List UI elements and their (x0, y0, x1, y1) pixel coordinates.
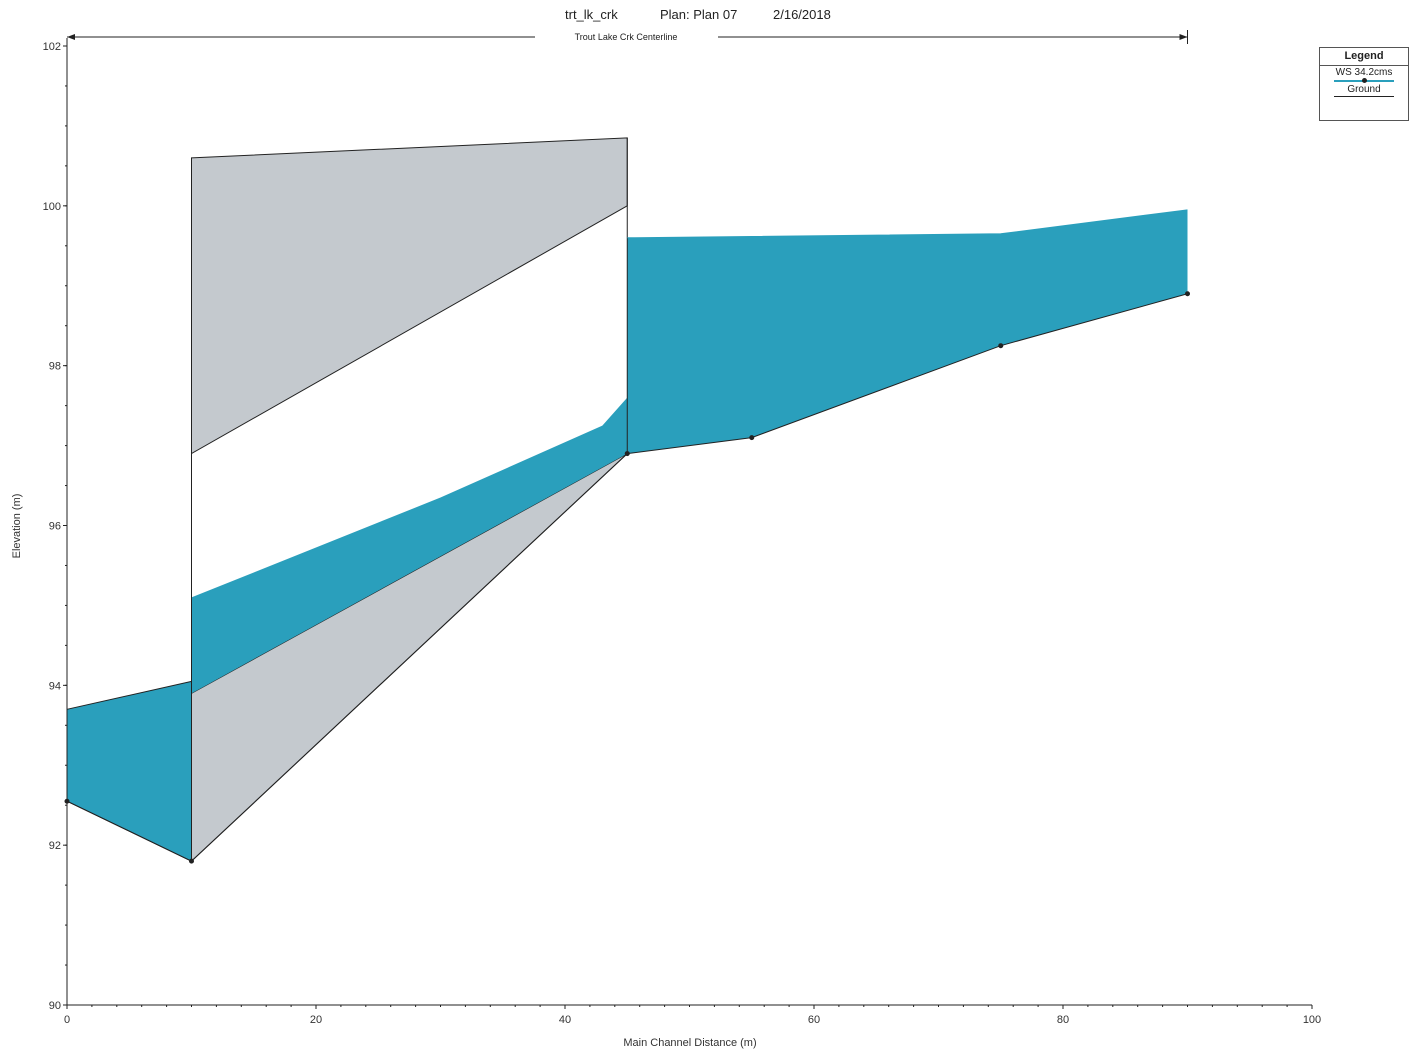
x-tick-label: 0 (64, 1014, 70, 1026)
y-tick-label: 100 (43, 201, 61, 213)
legend: Legend WS 34.2cms Ground (1319, 47, 1409, 121)
ground-point (189, 858, 194, 864)
plot-area (64, 137, 1190, 864)
axes: 90 92 94 96 98 100 102 0 20 40 60 80 100 (43, 38, 1321, 1026)
legend-ws-label: WS 34.2cms (1335, 67, 1393, 78)
y-axis-title: Elevation (m) (11, 494, 23, 559)
y-tick-label: 94 (49, 680, 61, 692)
ground-line (66, 293, 1188, 862)
y-tick-label: 96 (49, 521, 61, 533)
ground-point (998, 343, 1004, 349)
ground-point (1185, 291, 1190, 297)
x-tick-label: 100 (1303, 1014, 1321, 1026)
legend-ground-label: Ground (1347, 84, 1381, 95)
y-tick-label: 92 (49, 840, 61, 852)
ground-point (624, 451, 630, 457)
culvert-upper-structure (191, 137, 628, 455)
ground-point (749, 435, 755, 441)
header-plan: Plan: Plan 07 (660, 7, 737, 22)
x-axis-title: Main Channel Distance (m) (623, 1037, 756, 1049)
y-tick-label: 98 (49, 361, 61, 373)
legend-ws-swatch (1334, 78, 1394, 83)
legend-title: Legend (1320, 48, 1408, 66)
reach-arrow-left-head (67, 34, 75, 40)
reach-label: Trout Lake Crk Centerline (575, 32, 678, 42)
ws-culvert-area (191, 397, 628, 694)
header-project: trt_lk_crk (565, 7, 618, 22)
y-tick-label: 90 (49, 1000, 61, 1012)
ws-upstream-area (66, 680, 192, 862)
reach-extent-arrow (67, 30, 1188, 44)
x-tick-label: 60 (808, 1014, 820, 1026)
x-tick-label: 80 (1057, 1014, 1069, 1026)
x-tick-label: 40 (559, 1014, 571, 1026)
y-tick-label: 102 (43, 41, 61, 53)
x-tick-label: 20 (310, 1014, 322, 1026)
legend-ground-marker (1362, 78, 1367, 83)
ws-line (627, 209, 1188, 239)
header-date: 2/16/2018 (773, 7, 831, 22)
reach-arrow-right-head (1179, 34, 1188, 40)
ws-downstream-area (627, 209, 1188, 454)
legend-ground-line (1334, 96, 1394, 97)
